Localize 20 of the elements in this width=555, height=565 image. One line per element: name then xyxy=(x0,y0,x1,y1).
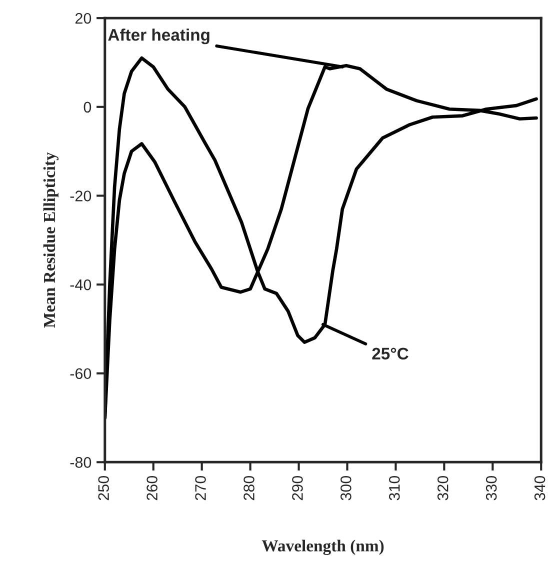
y-tick-label: -60 xyxy=(70,368,92,380)
x-tick-label: 300 xyxy=(340,476,352,500)
y-tick-label: -80 xyxy=(70,457,92,468)
y-tick-label: 20 xyxy=(75,12,92,24)
annotation: After heating xyxy=(108,28,210,44)
x-tick-label: 260 xyxy=(146,476,158,500)
y-axis-title: Mean Residue Ellipticity xyxy=(43,152,59,328)
y-tick-label: 0 xyxy=(84,102,92,113)
y-tick-label: -20 xyxy=(70,190,92,202)
x-tick-label: 250 xyxy=(98,476,109,500)
x-tick-label: 340 xyxy=(534,476,546,500)
x-tick-label: 330 xyxy=(486,476,497,500)
x-tick-label: 290 xyxy=(292,476,303,500)
x-tick-label: 270 xyxy=(195,476,206,500)
x-tick-label: 320 xyxy=(437,476,448,500)
x-tick-label: 310 xyxy=(389,476,400,500)
x-tick-label: 280 xyxy=(244,476,254,500)
x-axis-title: Wavelength (nm) xyxy=(262,540,384,555)
annotation: 25°C xyxy=(372,348,408,360)
y-tick-label: -40 xyxy=(70,279,92,290)
